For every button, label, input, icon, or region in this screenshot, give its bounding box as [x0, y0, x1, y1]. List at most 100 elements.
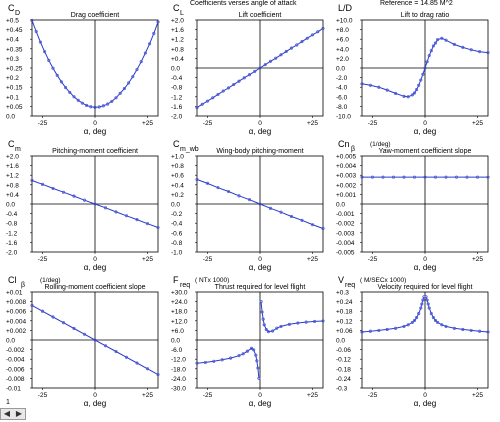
chart-freq-point	[313, 319, 317, 323]
triangle-left-icon[interactable]: ◀	[3, 409, 11, 418]
chart-ld-point	[406, 95, 410, 99]
chart-cd-point	[122, 86, 126, 91]
chart-ld-ytick-label: -6.0	[336, 94, 348, 101]
chart-vreq-point	[431, 316, 435, 320]
chart-cl-ytick-label: +0.8	[171, 46, 184, 53]
chart-cmwb-point	[321, 226, 325, 231]
chart-freq-ytick-label: -12.0	[171, 357, 186, 364]
horizontal-scrollbar[interactable]: ◀ ▶	[0, 408, 26, 420]
chart-cl-ytick-label: -2.0	[171, 114, 183, 121]
chart-cm-point	[40, 182, 45, 186]
chart-cm-ytick-label: -2.0	[6, 250, 18, 257]
chart-freq-ytick-label: -24.0	[171, 376, 186, 383]
chart-cnb-ytick-label: 0.0	[336, 202, 345, 209]
chart-cm-point	[156, 225, 160, 230]
chart-ld-ytick-label: -4.0	[336, 85, 348, 92]
chart-cm-point	[82, 198, 87, 202]
chart-ld-point	[461, 45, 465, 49]
chart-freq-point	[261, 317, 265, 321]
chart-ld-point	[421, 72, 425, 76]
chart-cd-point	[55, 73, 59, 77]
chart-cd-ytick-label: +0.3	[6, 56, 19, 63]
chart-freq-point	[262, 323, 266, 327]
chart-cmwb-ytick-label: +1.0	[171, 154, 184, 161]
chart-freq-point	[220, 358, 224, 362]
chart-ld-point	[394, 91, 398, 95]
chart-freq-point	[287, 322, 291, 326]
chart-cl-ylabel-sub: L	[180, 10, 184, 17]
chart-cm-xlabel: α, deg	[84, 263, 106, 272]
chart-cl-ytick-label: -0.4	[171, 75, 183, 82]
chart-cl-ytick-label: -0.8	[171, 85, 183, 92]
chart-cl-point	[300, 40, 304, 44]
chart-clb-point	[30, 303, 34, 307]
chart-cl-title: Lift coefficient	[239, 12, 282, 19]
chart-vreq-point	[461, 327, 465, 331]
chart-cnb-ytick-label: +0.004	[336, 163, 356, 170]
chart-cnb-ytick-label: -0.002	[336, 221, 355, 228]
chart-cd-point	[93, 105, 97, 109]
chart-cnb-ytick-label: +0.005	[336, 154, 356, 161]
chart-freq-xtick-label: -25	[203, 392, 213, 399]
chart-vreq-ytick-label: +0.06	[336, 328, 353, 335]
chart-ld-ytick-label: -2.0	[336, 75, 348, 82]
chart-cmwb-ytick-label: +0.8	[171, 163, 184, 170]
chart-panel-cl: CL Lift coefficient +2.0 +1.6 +1.2 +0.8 +0.4 0.…	[171, 3, 325, 136]
chart-cd-ytick-label: +0.5	[6, 18, 19, 25]
chart-vreq-point	[429, 312, 433, 316]
chart-vreq-ytick-label: +0.18	[336, 309, 353, 316]
chart-cl-xtick-label: +25	[307, 120, 318, 127]
chart-cmwb-xtick-label: -25	[203, 256, 213, 263]
chart-vreq-point	[424, 295, 428, 299]
chart-ld-point	[433, 41, 438, 45]
chart-cd-xtick-label: -25	[38, 120, 48, 127]
chart-freq-point	[271, 329, 275, 333]
chart-cd-point	[47, 58, 51, 62]
chart-cd-point	[43, 50, 47, 54]
chart-vreq-series-line	[425, 296, 489, 333]
chart-freq-point	[296, 321, 300, 325]
chart-cm-ytick-label: +2.0	[6, 154, 19, 161]
chart-cd-series-line	[31, 20, 159, 108]
chart-vreq-ytick-label: -0.12	[336, 357, 351, 364]
triangle-right-icon[interactable]: ▶	[15, 409, 23, 418]
chart-cl-point	[258, 66, 262, 70]
chart-cnb-xlabel: α, deg	[414, 263, 436, 272]
chart-cmwb-point	[226, 189, 231, 194]
chart-cl-point	[263, 63, 267, 67]
chart-clb-xtick-label: +25	[142, 392, 153, 399]
chart-clb-ytick-label: 0.0	[6, 338, 15, 345]
chart-freq-point	[264, 328, 268, 332]
chart-ld-title: Lift to drag ratio	[401, 12, 450, 19]
chart-freq-point	[266, 330, 270, 334]
chart-vreq-point	[420, 302, 424, 306]
chart-vreq-xtick-label: -25	[368, 392, 378, 399]
chart-clb-point	[40, 309, 45, 313]
chart-ld-xtick-label: 0	[423, 120, 427, 127]
chart-cd-ytick-label: +0.35	[6, 46, 23, 53]
chart-panel-cd: CD Drag coefficient +0.5 +0.45 +0.4 +0.35 +0.3…	[6, 3, 160, 136]
chart-vreq-ylabel-sub: req	[345, 282, 355, 289]
chart-cnb-point	[370, 175, 375, 179]
chart-cmwb-point	[279, 210, 283, 214]
chart-cd-point	[80, 101, 84, 105]
chart-cm-point	[103, 206, 108, 210]
chart-cnb-point	[454, 175, 459, 179]
chart-ld-point	[402, 94, 406, 98]
chart-cd-ylabel-sub: D	[15, 10, 20, 17]
chart-cmwb-point	[300, 218, 304, 222]
chart-ld-xtick-label: -25	[368, 120, 378, 127]
chart-vreq-point	[377, 328, 381, 332]
chart-freq-point	[260, 310, 264, 314]
chart-clb-point	[82, 332, 87, 336]
chart-ld-point	[427, 53, 431, 58]
chart-ld-series-line	[361, 37, 489, 98]
chart-cnb-unit: (1/deg)	[370, 141, 391, 148]
chart-clb-ylabel: Cl	[8, 275, 17, 285]
chart-cmwb-point	[289, 214, 294, 219]
chart-cl-ytick-label: +1.6	[171, 27, 184, 34]
chart-cd-point	[127, 81, 131, 85]
chart-ld-point	[377, 85, 381, 89]
chart-cd-point	[59, 80, 63, 84]
